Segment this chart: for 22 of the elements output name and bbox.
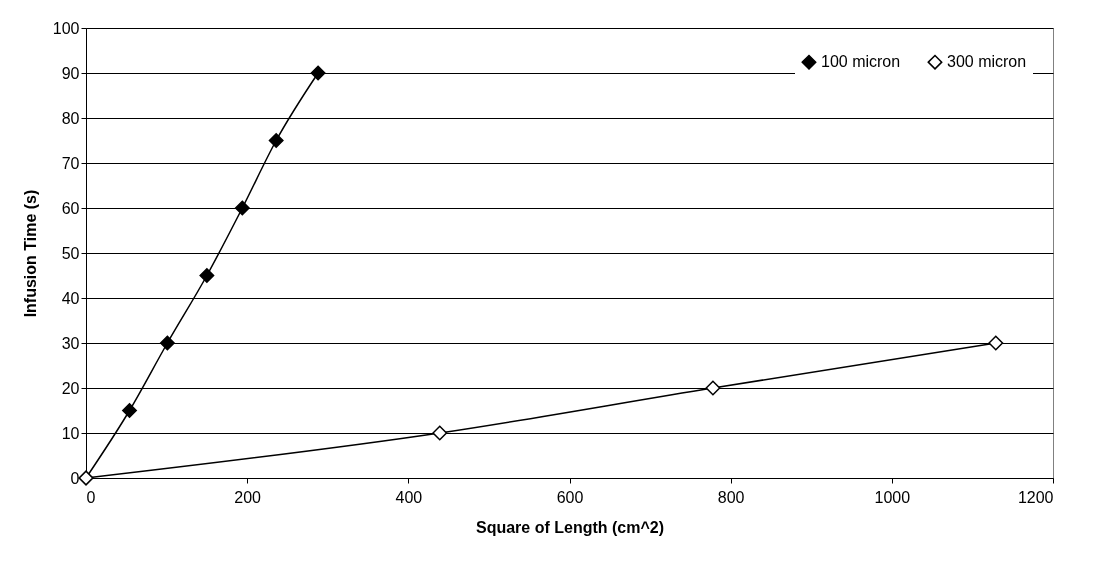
- x-tick-label: 1000: [874, 488, 911, 506]
- y-tick-label: 70: [61, 154, 80, 172]
- y-tick-label: 10: [61, 424, 80, 442]
- y-tick-label: 100: [52, 19, 80, 37]
- y-tick-label: 60: [61, 199, 80, 217]
- x-tick-label: 200: [234, 488, 262, 506]
- y-tick-label: 30: [61, 334, 80, 352]
- y-tick-label: 90: [61, 64, 80, 82]
- x-axis-title: Square of Length (cm^2): [475, 518, 665, 536]
- x-tick-label: 800: [717, 488, 745, 506]
- x-tick-label: 400: [395, 488, 423, 506]
- legend-label: 100 micron: [821, 53, 901, 71]
- y-tick-label: 20: [61, 379, 80, 397]
- y-tick-label: 50: [61, 244, 80, 262]
- x-tick-label: 0: [86, 488, 96, 506]
- y-tick-label: 40: [61, 289, 80, 307]
- y-tick-label: 0: [70, 469, 80, 487]
- x-tick-label: 1200: [1017, 488, 1054, 506]
- legend-label: 300 micron: [947, 53, 1027, 71]
- x-tick-label: 600: [556, 488, 584, 506]
- y-axis-title: Infusion Time (s): [21, 189, 39, 318]
- y-tick-label: 80: [61, 109, 80, 127]
